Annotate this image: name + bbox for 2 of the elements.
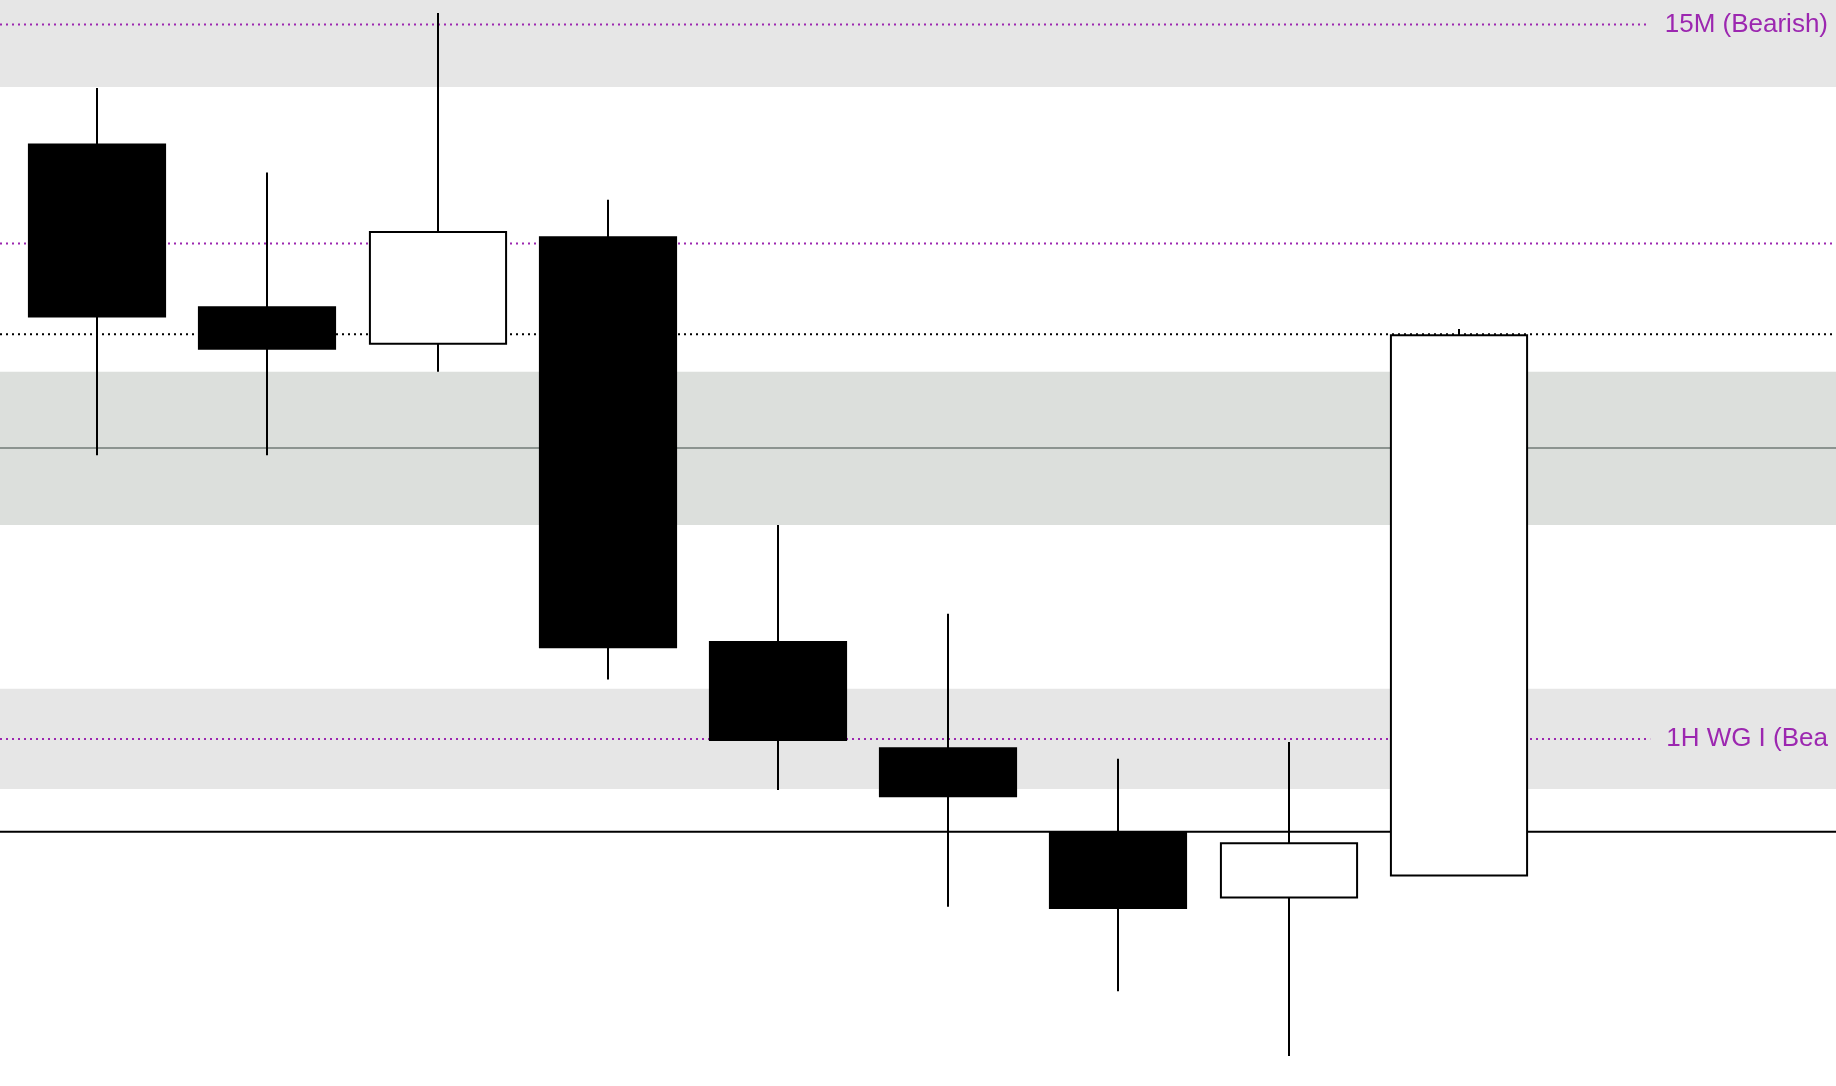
ref-line-label: 1H WG I (Bea [1666,722,1829,753]
ref-line-label: 15M (Bearish) [1664,7,1828,38]
